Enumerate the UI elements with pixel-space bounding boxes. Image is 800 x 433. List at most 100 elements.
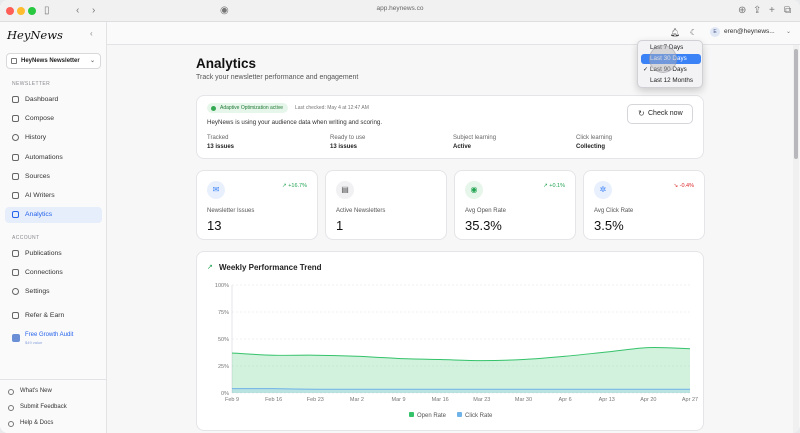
- sidebar-item-dashboard[interactable]: Dashboard: [5, 92, 102, 108]
- whats-new-link[interactable]: What's New: [5, 385, 102, 399]
- x-tick-label: Apr 6: [559, 397, 572, 403]
- open-rate-area: [232, 347, 690, 393]
- help-docs-link[interactable]: Help & Docs: [5, 417, 102, 431]
- checkmark-icon: ✓: [643, 67, 649, 73]
- scrollbar-thumb[interactable]: [794, 49, 798, 159]
- sidebar-item-ai-writers[interactable]: AI Writers: [5, 188, 102, 204]
- sidebar-item-label: Connections: [25, 269, 63, 276]
- sidebar-item-label: Dashboard: [25, 96, 59, 103]
- forward-icon[interactable]: ›: [92, 5, 96, 16]
- download-icon[interactable]: ⊕: [738, 5, 747, 16]
- sidebar-item-settings[interactable]: Settings: [5, 284, 102, 300]
- click-rate-line: [231, 388, 690, 390]
- metric-label: Avg Click Rate: [594, 208, 634, 214]
- newspaper-icon: ▤: [336, 181, 354, 199]
- weekly-trend-card: ↗ Weekly Performance Trend 0% 25% 50% 75% 10…: [196, 251, 704, 431]
- stat-value-tracked: 13 issues: [207, 144, 235, 150]
- sidebar-item-sources[interactable]: Sources: [5, 169, 102, 185]
- newsletter-select[interactable]: HeyNews Newsletter ⌄: [6, 53, 101, 69]
- metric-value: 1: [336, 218, 344, 233]
- x-tick-label: Feb 23: [307, 397, 324, 403]
- browser-profile-icon[interactable]: ◉: [220, 5, 229, 16]
- moon-icon[interactable]: ☾: [689, 28, 698, 37]
- stat-label-subject: Subject learning: [453, 135, 497, 141]
- stat-label-ready: Ready to use: [330, 135, 366, 141]
- address-bar[interactable]: app.heynews.co: [235, 4, 565, 18]
- bell-icon[interactable]: 🔔︎: [670, 28, 681, 37]
- chevron-down-icon: ⌄: [89, 58, 95, 64]
- x-tick-label: Feb 9: [225, 397, 239, 403]
- sidebar-toggle-icon[interactable]: ▯: [44, 5, 50, 16]
- main-scrollbar[interactable]: [793, 45, 799, 433]
- growth-audit-link[interactable]: Free Growth Audit $49 value: [5, 328, 102, 348]
- trend-value: +0.1%: [549, 183, 565, 189]
- audit-subtitle: $49 value: [25, 340, 43, 345]
- sidebar-footer: What's New Submit Feedback Help & Docs: [0, 379, 107, 427]
- sidebar-item-connections[interactable]: Connections: [5, 265, 102, 281]
- stat-value-subject: Active: [453, 144, 472, 150]
- audit-icon: [12, 334, 20, 342]
- open-rate-legend-label: Open Rate: [417, 413, 447, 419]
- x-tick-label: Apr 13: [599, 397, 615, 403]
- sidebar-item-analytics[interactable]: Analytics: [5, 207, 102, 223]
- stat-value-click: Collecting: [576, 144, 606, 150]
- chart-title: Weekly Performance Trend: [219, 263, 322, 272]
- footer-item-label: What's New: [20, 388, 52, 394]
- dropdown-option-12-months[interactable]: Last 12 Months: [641, 76, 701, 86]
- x-tick-label: Mar 23: [473, 397, 490, 403]
- maximize-window-button[interactable]: [28, 7, 36, 15]
- section-label-account: ACCOUNT: [12, 235, 40, 241]
- sidebar-item-compose[interactable]: Compose: [5, 111, 102, 127]
- metric-value: 13: [207, 218, 222, 233]
- app-logo[interactable]: HeyNews: [7, 28, 63, 42]
- check-now-label: Check now: [648, 110, 683, 117]
- sidebar-item-label: AI Writers: [25, 192, 55, 199]
- sidebar-item-history[interactable]: History: [5, 130, 102, 146]
- x-tick-label: Feb 16: [265, 397, 282, 403]
- x-tick-label: Mar 9: [392, 397, 406, 403]
- open-rate-line: [231, 347, 691, 362]
- sidebar-item-label: Settings: [25, 288, 50, 295]
- mail-icon: ✉: [207, 181, 225, 199]
- submit-feedback-link[interactable]: Submit Feedback: [5, 401, 102, 415]
- sources-icon: [12, 173, 19, 180]
- sidebar-item-refer-earn[interactable]: Refer & Earn: [5, 308, 102, 324]
- click-rate-legend-swatch: [457, 412, 462, 417]
- check-now-button[interactable]: ↻ Check now: [627, 104, 693, 124]
- new-tab-icon[interactable]: +: [769, 5, 775, 16]
- collapse-sidebar-icon[interactable]: ‹: [90, 29, 93, 38]
- feedback-icon: [8, 405, 14, 411]
- newsletter-select-label: HeyNews Newsletter: [21, 58, 80, 64]
- x-tick-label: Mar 2: [350, 397, 364, 403]
- status-description: HeyNews is using your audience data when…: [207, 119, 383, 126]
- y-tick-label: 100%: [215, 283, 229, 289]
- y-tick-label: 75%: [218, 310, 229, 316]
- tabs-overview-icon[interactable]: ⧉: [784, 5, 792, 16]
- sidebar-item-label: History: [25, 134, 47, 141]
- x-tick-label: Apr 27: [682, 397, 698, 403]
- minimize-window-button[interactable]: [17, 7, 25, 15]
- y-tick-label: 25%: [218, 364, 229, 370]
- share-icon[interactable]: ⇪: [753, 5, 762, 16]
- ai-writers-icon: [12, 192, 19, 199]
- sidebar-item-publications[interactable]: Publications: [5, 246, 102, 262]
- back-icon[interactable]: ‹: [76, 5, 80, 16]
- page-subtitle: Track your newsletter performance and en…: [196, 74, 359, 81]
- x-tick-label: Apr 20: [640, 397, 656, 403]
- close-window-button[interactable]: [6, 7, 14, 15]
- footer-item-label: Submit Feedback: [20, 404, 67, 410]
- history-icon: [12, 134, 19, 141]
- sidebar-item-automations[interactable]: Automations: [5, 150, 102, 166]
- status-badge-label: Adaptive Optimization active: [220, 105, 284, 111]
- sidebar-item-label: Compose: [25, 115, 55, 122]
- user-email: eren@heynews...: [724, 28, 775, 35]
- analytics-icon: [12, 211, 19, 218]
- page-title: Analytics: [196, 56, 257, 71]
- check-circle-icon: [211, 105, 216, 111]
- connections-icon: [12, 269, 19, 276]
- option-label: Last 12 Months: [650, 77, 694, 84]
- open-rate-legend-swatch: [409, 412, 414, 417]
- trend-value: -0.4%: [679, 183, 694, 189]
- click-rate-legend-label: Click Rate: [465, 413, 493, 419]
